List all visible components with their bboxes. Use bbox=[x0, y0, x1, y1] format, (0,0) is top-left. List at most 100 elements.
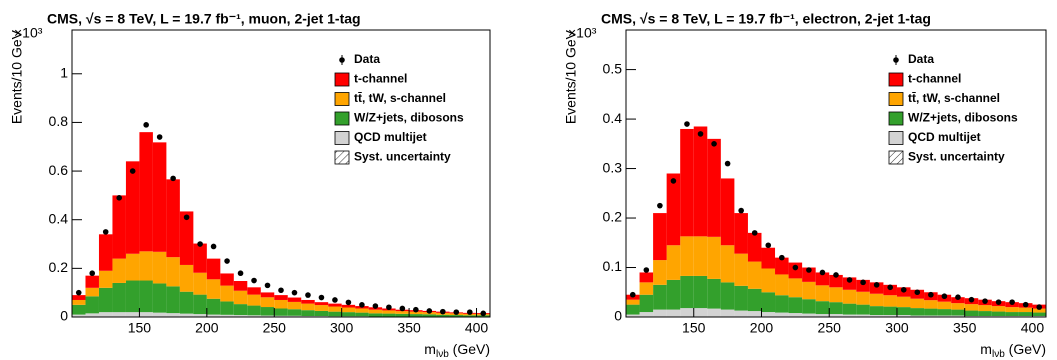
data-point bbox=[278, 287, 284, 294]
histogram-bar bbox=[910, 308, 925, 316]
x-tick-label: 250 bbox=[263, 320, 287, 336]
x-tick-label: 150 bbox=[128, 320, 152, 336]
histogram-bar bbox=[856, 304, 870, 315]
data-point bbox=[453, 309, 460, 315]
histogram-bar bbox=[112, 312, 126, 317]
histogram-bar bbox=[1032, 312, 1046, 317]
data-point bbox=[873, 282, 880, 288]
histogram-bar bbox=[328, 306, 342, 312]
histogram-bar bbox=[247, 315, 261, 317]
x-tick-label: 300 bbox=[330, 320, 354, 336]
histogram-bar bbox=[301, 310, 315, 317]
data-point bbox=[143, 122, 149, 128]
data-point bbox=[466, 309, 473, 315]
histogram-bar bbox=[449, 315, 464, 317]
histogram-bar bbox=[274, 308, 288, 316]
data-point bbox=[318, 294, 325, 301]
histogram-bar bbox=[409, 314, 423, 317]
histogram-bar bbox=[707, 308, 721, 317]
histogram-bar bbox=[639, 294, 654, 313]
histogram-bar bbox=[734, 285, 748, 311]
histogram-bar bbox=[639, 282, 654, 295]
histogram-bar bbox=[341, 304, 356, 308]
histogram-bar bbox=[193, 243, 207, 273]
histogram-bar bbox=[206, 298, 221, 315]
y-tick-label: 0.6 bbox=[49, 162, 69, 178]
histogram-bar bbox=[328, 311, 342, 317]
histogram-bar bbox=[815, 272, 830, 286]
data-point bbox=[806, 267, 812, 273]
histogram-bar bbox=[355, 308, 369, 313]
histogram-bar bbox=[788, 313, 803, 317]
histogram-bar bbox=[666, 173, 681, 246]
histogram-bar bbox=[179, 313, 194, 317]
y-tick-label: 0.2 bbox=[49, 259, 69, 275]
histogram-bar bbox=[139, 251, 153, 281]
y-tick-label: 0.4 bbox=[603, 110, 623, 126]
x-axis-label: mlνb (GeV) bbox=[424, 341, 490, 360]
histogram-bar bbox=[193, 294, 207, 315]
histogram-bar bbox=[193, 314, 207, 317]
histogram-bar bbox=[842, 277, 857, 290]
x-tick-label: 200 bbox=[195, 320, 219, 336]
histogram-bar bbox=[896, 315, 911, 317]
data-point bbox=[914, 289, 921, 296]
histogram-bar bbox=[463, 315, 477, 317]
histogram-bar bbox=[869, 293, 884, 307]
histogram-bar bbox=[937, 309, 952, 316]
histogram-bar bbox=[775, 295, 789, 313]
histogram-bar bbox=[112, 195, 126, 259]
histogram-bar bbox=[951, 297, 965, 304]
chart-title: CMS, √s = 8 TeV, L = 19.7 fb⁻¹, electron… bbox=[601, 11, 931, 27]
histogram-bar bbox=[924, 308, 938, 316]
histogram-bar bbox=[951, 315, 965, 317]
histogram-bar bbox=[802, 299, 816, 314]
data-point bbox=[629, 291, 636, 298]
histogram-bar bbox=[287, 301, 302, 310]
y-tick-label: 0.5 bbox=[603, 60, 623, 76]
histogram-bar bbox=[301, 299, 315, 304]
data-point bbox=[129, 168, 136, 174]
x-label-unit: (GeV) bbox=[449, 341, 490, 357]
histogram-bar bbox=[720, 309, 735, 317]
histogram-bar bbox=[978, 311, 992, 317]
histogram-bar bbox=[842, 314, 857, 317]
legend-label: W/Z+jets, dibosons bbox=[354, 111, 464, 125]
data-point bbox=[941, 293, 948, 300]
legend-swatch bbox=[334, 131, 350, 145]
histogram-bar bbox=[747, 261, 762, 289]
histogram-bar bbox=[98, 312, 113, 317]
histogram-bar bbox=[653, 284, 667, 310]
histogram-bar bbox=[788, 262, 803, 279]
histogram-bar bbox=[152, 142, 167, 252]
data-point bbox=[426, 308, 433, 314]
histogram-bar bbox=[680, 275, 694, 309]
data-point bbox=[1022, 301, 1029, 308]
data-point bbox=[657, 202, 663, 209]
histogram-bar bbox=[734, 253, 748, 286]
histogram-bar bbox=[883, 315, 897, 317]
data-point bbox=[846, 277, 853, 283]
histogram-bar bbox=[1018, 312, 1033, 317]
x-axis-label: mlνb (GeV) bbox=[980, 341, 1046, 360]
y-axis-label: Events/10 GeV bbox=[563, 29, 579, 124]
y-axis-label: Events/10 GeV bbox=[9, 29, 25, 124]
data-point bbox=[237, 270, 244, 277]
histogram-bar bbox=[166, 257, 180, 287]
y-tick-label: 0.3 bbox=[603, 159, 623, 175]
histogram-bar bbox=[179, 291, 194, 314]
data-point bbox=[684, 121, 690, 127]
data-point bbox=[724, 160, 731, 167]
data-point bbox=[75, 289, 82, 296]
histogram-bar bbox=[896, 307, 911, 316]
data-point bbox=[670, 178, 677, 184]
data-point bbox=[89, 270, 96, 277]
data-point bbox=[116, 195, 122, 201]
data-point bbox=[197, 241, 203, 247]
histogram-bar bbox=[72, 314, 86, 317]
data-point bbox=[440, 308, 446, 315]
y-tick-label: 0 bbox=[60, 308, 68, 324]
histogram-bar bbox=[883, 295, 897, 307]
histogram-bar bbox=[152, 283, 167, 313]
histogram-bar bbox=[775, 257, 789, 275]
